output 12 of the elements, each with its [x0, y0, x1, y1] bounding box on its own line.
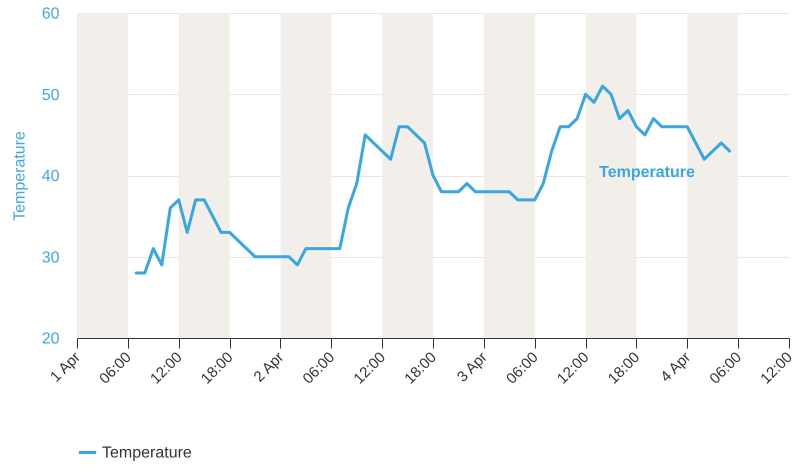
x-tick-label: 3 Apr — [454, 348, 491, 386]
y-axis-title: Temperature — [599, 164, 695, 181]
y-tick-label: 20 — [42, 330, 60, 348]
text: Temperature — [12, 131, 29, 221]
y-tick-label: 30 — [42, 249, 60, 266]
y-tick-label: 60 — [42, 6, 60, 22]
y-tick-label: 40 — [42, 168, 60, 185]
x-tick-label: 4 Apr — [657, 348, 694, 386]
legend-label: Temperature — [102, 444, 192, 462]
x-tick-label: 2 Apr — [250, 348, 288, 386]
x-tick-label: 1 Apr — [47, 348, 84, 386]
y-tick-label: 50 — [42, 86, 60, 104]
